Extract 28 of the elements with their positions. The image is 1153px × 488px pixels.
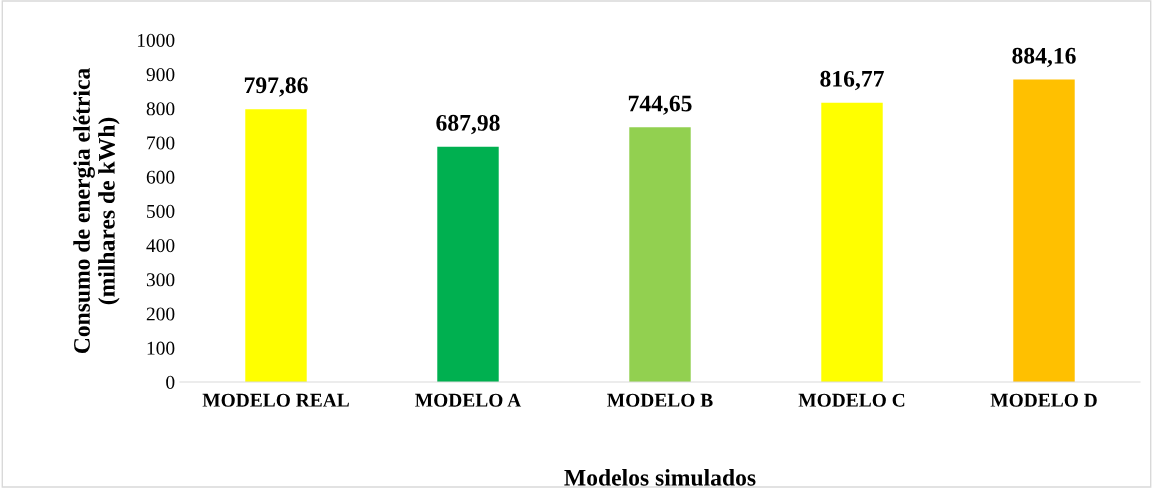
x-tick-label: MODELO A — [415, 393, 522, 407]
bar — [1013, 79, 1075, 382]
y-tick-label: 300 — [146, 273, 175, 287]
bar — [437, 146, 499, 382]
y-tick-label: 100 — [147, 341, 175, 355]
y-tick-label: 400 — [146, 239, 175, 253]
bar — [629, 127, 691, 382]
x-axis-title: Modelos simulados — [564, 469, 756, 486]
data-label: 687,98 — [436, 114, 500, 135]
y-tick-label: 900 — [146, 68, 175, 82]
y-tick-label: 700 — [147, 136, 175, 150]
x-tick-label: MODELO D — [990, 393, 1097, 407]
data-label: 884,16 — [1012, 47, 1076, 68]
y-axis-title: Consumo de energia elétrica (milhares de kWh) — [73, 68, 120, 354]
x-tick-label: MODELO B — [607, 393, 713, 407]
bar — [821, 102, 883, 382]
y-tick-label: 0 — [166, 375, 175, 389]
y-tick-label: 500 — [147, 204, 175, 218]
data-label: 816,77 — [820, 70, 884, 91]
y-tick-label: 800 — [146, 102, 175, 116]
bar — [245, 109, 307, 382]
x-tick-label: MODELO REAL — [202, 393, 349, 407]
y-tick-label: 600 — [146, 170, 175, 184]
data-label: 744,65 — [628, 95, 692, 115]
x-tick-label: MODELO C — [798, 393, 905, 407]
y-tick-label: 1000 — [137, 33, 175, 47]
data-label: 797,86 — [244, 77, 308, 97]
y-tick-label: 200 — [146, 307, 175, 321]
